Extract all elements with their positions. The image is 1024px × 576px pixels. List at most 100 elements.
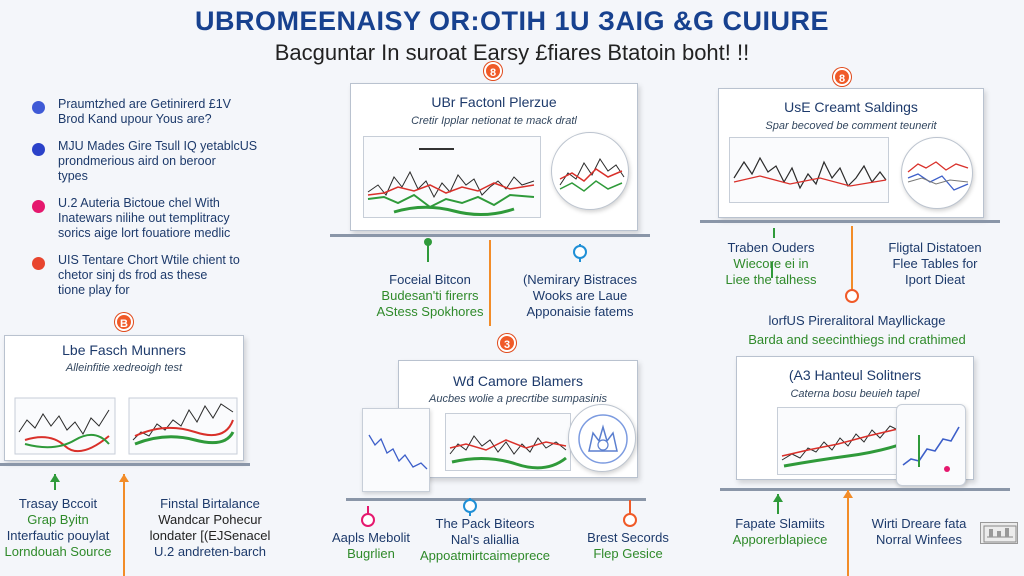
panel-badge-icon: B bbox=[115, 313, 133, 331]
panel-subtitle: Alleinfitie xedreoigh test bbox=[65, 362, 183, 374]
page-subtitle: Bacguntar In suroat Earsy £fiares Btatoi… bbox=[274, 40, 750, 65]
panel-factonl: UBr Factonl Plerzue Cretir Ipplar netion… bbox=[350, 83, 638, 231]
candlestick-chart-svg bbox=[367, 148, 535, 216]
panel-subtitle: Spar becoved be comment teunerit bbox=[765, 120, 937, 132]
candlestick-chart bbox=[363, 136, 541, 218]
label-line: Finstal Birtalance bbox=[160, 496, 260, 511]
label-line: Lorndouah Source bbox=[4, 544, 112, 559]
label-pack: The Pack Biteors Nal's aliallia Appoatmi… bbox=[410, 516, 560, 564]
label-mid: lorfUS Pireralitoral Mayllickage Barda a… bbox=[712, 313, 1002, 347]
bullet-dot-icon bbox=[32, 101, 45, 114]
candlestick-chart-svg bbox=[781, 425, 903, 468]
bullet-list: Praumtzhed are Getinirerd £1V Brod Kand … bbox=[30, 97, 280, 310]
panel-title: Lbe Fasch Munners bbox=[62, 342, 186, 358]
watermark-icon bbox=[980, 522, 1018, 544]
label-line: Foceial Bitcon bbox=[389, 272, 471, 287]
label-line: Wooks are Laue bbox=[532, 288, 628, 303]
emblem-circle bbox=[568, 404, 636, 472]
bullet-line: chetor sinj ds frod as these bbox=[58, 268, 208, 282]
candlestick-chart bbox=[445, 413, 571, 471]
panel-title: UsE Creamt Saldings bbox=[784, 99, 918, 115]
panel-badge-icon: 8 bbox=[484, 62, 502, 80]
label-line: Brest Secords bbox=[587, 530, 669, 545]
panel-fasch: Lbe Fasch Munners Alleinfitie xedreoigh … bbox=[4, 335, 244, 461]
label-line: Appoatmirtcaimeprece bbox=[419, 548, 551, 563]
label-line: Wandcar Pohecur bbox=[158, 512, 262, 527]
label-line: Aapls Mebolit bbox=[331, 530, 411, 545]
label-line: londater [(EJSenacel bbox=[149, 528, 271, 543]
candlestick-chart-svg bbox=[449, 435, 567, 470]
candlestick-chart-svg bbox=[733, 156, 887, 190]
arrow-up-icon bbox=[119, 474, 129, 482]
fasch-charts-svg bbox=[14, 397, 238, 455]
bullet-dot-icon bbox=[32, 143, 45, 156]
connector-dot-icon bbox=[361, 513, 375, 527]
label-line: (Nemirary Bistraces bbox=[522, 272, 638, 287]
label-line: The Pack Biteors bbox=[435, 516, 535, 531]
phone-chart-svg bbox=[902, 426, 960, 472]
label-fapate: Fapate Slamiits Apporerblapiece bbox=[720, 516, 840, 548]
label-line: Barda and seecinthiegs ind crathimed bbox=[748, 332, 966, 347]
panel-title: UBr Factonl Plerzue bbox=[431, 94, 557, 110]
panel-title: (A3 Hanteul Solitners bbox=[788, 367, 922, 383]
label-line: AStess Spokhores bbox=[376, 304, 484, 319]
label-line: Norral Winfees bbox=[876, 532, 962, 547]
label-line: Grap Byitn bbox=[27, 512, 89, 527]
bullet-line: Praumtzhed are Getinirerd £1V bbox=[58, 97, 232, 111]
bullet-dot-icon bbox=[32, 257, 45, 270]
label-wirti: Wirti Dreare fata Norral Winfees bbox=[856, 516, 982, 548]
label-line: Budesan'ti firerrs bbox=[381, 288, 479, 303]
arrow-up-icon bbox=[843, 490, 853, 498]
bullet-line: UIS Tentare Chort Wtile chient to bbox=[58, 253, 240, 267]
connector-dot-icon bbox=[623, 513, 637, 527]
panel-title: Wđ Camore Blamers bbox=[453, 373, 583, 389]
zoom-chart-svg bbox=[907, 161, 969, 191]
panel-subtitle: Caterna bosu beuieh tapel bbox=[790, 388, 920, 400]
label-traben: Traben Ouders Wiecore ei in Liee the tal… bbox=[706, 240, 836, 288]
label-line: Bugrlien bbox=[347, 546, 395, 561]
label-brest: Brest Secords Flep Gesice bbox=[572, 530, 684, 562]
bullet-line: sorics aige lort fouatiore medlic bbox=[58, 226, 231, 240]
label-line: Wiecore ei in bbox=[733, 256, 809, 271]
bullet-line: Brod Kand upour Yous are? bbox=[58, 112, 212, 126]
panel-badge-icon: 3 bbox=[498, 334, 516, 352]
bullet-item: UIS Tentare Chort Wtile chient to chetor… bbox=[30, 253, 280, 298]
label-fligtal: Fligtal Distatoen Flee Tables for Iport … bbox=[850, 240, 1020, 288]
label-line: Apponaisie fatems bbox=[526, 304, 634, 319]
bullet-item: MJU Mades Gire Tsull IQ yetablcUS prondm… bbox=[30, 139, 280, 184]
label-line: Traben Ouders bbox=[727, 240, 815, 255]
label-line: Wirti Dreare fata bbox=[871, 516, 967, 531]
label-line: Flep Gesice bbox=[593, 546, 663, 561]
panel-creamt: UsE Creamt Saldings Spar becoved be comm… bbox=[718, 88, 984, 218]
emblem-icon bbox=[578, 414, 628, 464]
connector-dot-icon bbox=[463, 499, 477, 513]
connector-dot-icon bbox=[845, 289, 859, 303]
bullet-line: Inatewars nilihe out templitracy bbox=[58, 211, 230, 225]
connector-dot-icon bbox=[424, 238, 432, 246]
label-line: Liee the talhess bbox=[725, 272, 817, 287]
side-line-chart bbox=[362, 408, 430, 492]
label-line: Apporerblapiece bbox=[732, 532, 828, 547]
bullet-dot-icon bbox=[32, 200, 45, 213]
label-trasy: Trasay Bccoit Grap Byitn Interfautic pou… bbox=[0, 496, 116, 560]
zoom-circle bbox=[901, 137, 973, 209]
zoom-circle bbox=[551, 132, 629, 210]
label-focal: Foceial Bitcon Budesan'ti firerrs AStess… bbox=[350, 272, 510, 320]
panel-subtitle: Cretir Ipplar netionat te mack dratl bbox=[411, 115, 577, 127]
label-line: Iport Dieat bbox=[905, 272, 965, 287]
label-line: Flee Tables for bbox=[892, 256, 978, 271]
panel-badge-icon: 8 bbox=[833, 68, 851, 86]
panel-shelf bbox=[720, 488, 1010, 491]
bullet-item: U.2 Auteria Bictoue chel With Inatewars … bbox=[30, 196, 280, 241]
label-line: Fapate Slamiits bbox=[735, 516, 825, 531]
bullet-line: prondmerious aird on beroor bbox=[58, 154, 216, 168]
page-title: UBROMEENAISY OR:OTIH 1U ЗAIG &G CUIURE bbox=[195, 6, 829, 36]
panel-shelf bbox=[346, 498, 646, 501]
arrow-up-icon bbox=[50, 474, 60, 482]
bullet-line: U.2 Auteria Bictoue chel With bbox=[58, 196, 220, 210]
panel-subtitle: Aucbes wolie a precrtibe sumpasinis bbox=[429, 393, 607, 405]
watermark-logo-svg bbox=[983, 525, 1017, 543]
zoom-chart-svg bbox=[559, 158, 625, 192]
candlestick-chart bbox=[729, 137, 889, 203]
